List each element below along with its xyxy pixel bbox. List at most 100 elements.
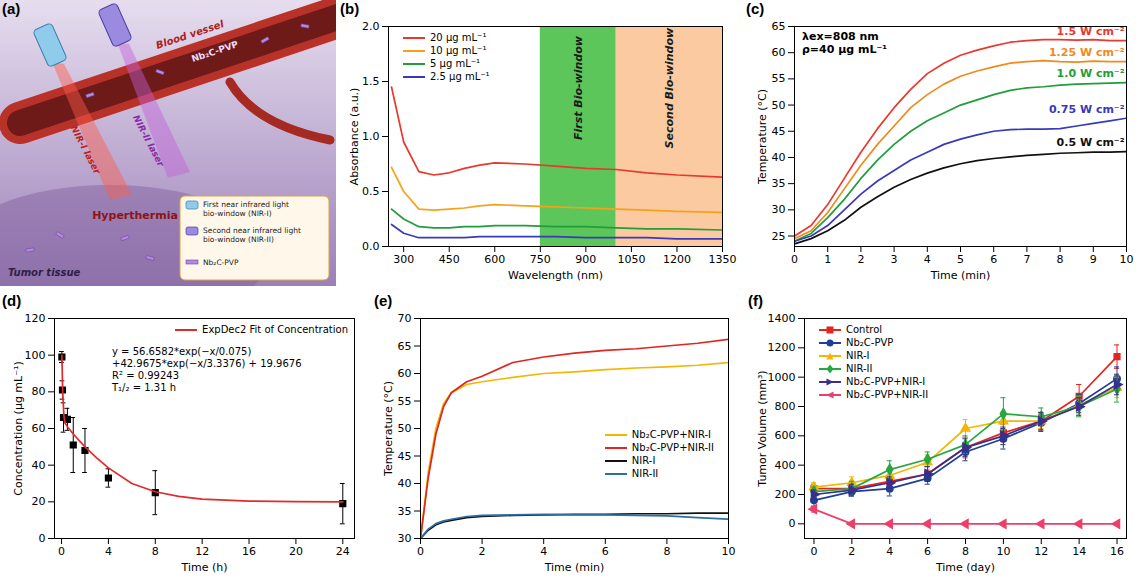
svg-text:9: 9 (1090, 253, 1097, 266)
svg-text:0.5: 0.5 (362, 185, 380, 198)
svg-text:50: 50 (398, 422, 412, 435)
svg-text:5: 5 (957, 253, 964, 266)
svg-text:35: 35 (772, 177, 786, 190)
svg-text:40: 40 (772, 151, 786, 164)
svg-text:80: 80 (32, 385, 46, 398)
svg-text:40: 40 (398, 477, 412, 490)
svg-text:Time (day): Time (day) (935, 561, 995, 574)
svg-text:14: 14 (1072, 545, 1086, 558)
svg-text:Nb₂C-PVP: Nb₂C-PVP (203, 258, 239, 267)
svg-text:600: 600 (484, 253, 505, 266)
svg-text:45: 45 (398, 450, 412, 463)
svg-text:30: 30 (772, 203, 786, 216)
svg-text:Wavelength (nm): Wavelength (nm) (508, 269, 603, 282)
svg-text:2: 2 (857, 253, 864, 266)
svg-text:55: 55 (398, 395, 412, 408)
svg-text:Temperature (°C): Temperature (°C) (756, 89, 769, 185)
svg-text:16: 16 (1110, 545, 1124, 558)
svg-text:6: 6 (602, 545, 609, 558)
svg-text:8: 8 (1057, 253, 1064, 266)
svg-text:Second Bio-window: Second Bio-window (663, 27, 676, 148)
svg-text:NIR-II laser: NIR-II laser (131, 113, 166, 168)
svg-text:70: 70 (398, 312, 412, 325)
svg-text:0: 0 (58, 545, 65, 558)
svg-text:300: 300 (393, 253, 414, 266)
svg-text:8: 8 (663, 545, 670, 558)
svg-text:1.5: 1.5 (362, 75, 380, 88)
svg-text:55: 55 (772, 72, 786, 85)
svg-text:4: 4 (540, 545, 547, 558)
svg-text:1.25 W cm⁻²: 1.25 W cm⁻² (1049, 46, 1125, 59)
svg-text:6: 6 (990, 253, 997, 266)
svg-text:1.5 W cm⁻²: 1.5 W cm⁻² (1057, 25, 1125, 38)
svg-text:20: 20 (289, 545, 303, 558)
svg-text:2.0: 2.0 (362, 20, 380, 33)
svg-text:1350: 1350 (709, 253, 737, 266)
svg-text:1200: 1200 (768, 341, 796, 354)
svg-text:0: 0 (39, 532, 46, 545)
svg-text:Time (min): Time (min) (544, 561, 605, 574)
svg-text:0.0: 0.0 (362, 240, 380, 253)
svg-text:bio-window (NIR-II): bio-window (NIR-II) (203, 235, 274, 244)
svg-text:NIR-I laser: NIR-I laser (69, 124, 103, 176)
svg-text:First near infrared light: First near infrared light (203, 200, 289, 209)
svg-text:Nb₂C-PVP: Nb₂C-PVP (190, 39, 240, 64)
svg-text:40: 40 (32, 459, 46, 472)
svg-text:120: 120 (25, 312, 46, 325)
svg-text:Tumor Volume (mm³): Tumor Volume (mm³) (756, 370, 769, 487)
svg-text:4: 4 (924, 253, 931, 266)
svg-text:1050: 1050 (617, 253, 645, 266)
svg-text:Temperature (°C): Temperature (°C) (382, 381, 395, 477)
svg-text:12: 12 (195, 545, 209, 558)
svg-text:2: 2 (848, 545, 855, 558)
svg-text:Absorbance (a.u.): Absorbance (a.u.) (348, 88, 361, 186)
svg-text:65: 65 (398, 340, 412, 353)
svg-text:30: 30 (398, 532, 412, 545)
svg-text:24: 24 (336, 545, 350, 558)
svg-text:6: 6 (924, 545, 931, 558)
svg-text:8: 8 (152, 545, 159, 558)
svg-text:0.75 W cm⁻²: 0.75 W cm⁻² (1049, 103, 1125, 116)
svg-text:0: 0 (791, 253, 798, 266)
svg-text:Tumor tissue: Tumor tissue (8, 267, 81, 278)
svg-text:0: 0 (789, 517, 796, 530)
svg-text:Hyperthermia: Hyperthermia (92, 209, 178, 222)
svg-text:400: 400 (775, 459, 796, 472)
svg-text:16: 16 (242, 545, 256, 558)
svg-text:10: 10 (1120, 253, 1134, 266)
svg-text:100: 100 (25, 349, 46, 362)
svg-text:1.0: 1.0 (362, 130, 380, 143)
svg-text:bio-window (NIR-I): bio-window (NIR-I) (203, 209, 272, 218)
svg-text:65: 65 (772, 20, 786, 33)
svg-text:35: 35 (398, 505, 412, 518)
svg-text:20: 20 (32, 495, 46, 508)
svg-text:12: 12 (1034, 545, 1048, 558)
svg-text:Time (min): Time (min) (930, 269, 991, 282)
svg-text:1200: 1200 (663, 253, 691, 266)
svg-text:600: 600 (775, 429, 796, 442)
svg-text:7: 7 (1023, 253, 1030, 266)
svg-text:25: 25 (772, 230, 786, 243)
svg-text:3: 3 (891, 253, 898, 266)
svg-text:Second near infrared light: Second near infrared light (203, 226, 301, 235)
svg-text:450: 450 (439, 253, 460, 266)
svg-text:0: 0 (810, 545, 817, 558)
svg-text:4: 4 (105, 545, 112, 558)
svg-text:4: 4 (886, 545, 893, 558)
svg-text:60: 60 (772, 46, 786, 59)
svg-text:45: 45 (772, 125, 786, 138)
svg-text:2: 2 (479, 545, 486, 558)
svg-text:50: 50 (772, 99, 786, 112)
svg-text:1.0 W cm⁻²: 1.0 W cm⁻² (1057, 67, 1125, 80)
svg-text:0.5 W cm⁻²: 0.5 W cm⁻² (1057, 136, 1125, 149)
svg-text:200: 200 (775, 488, 796, 501)
svg-text:0: 0 (417, 545, 424, 558)
svg-text:60: 60 (32, 422, 46, 435)
svg-text:Time (h): Time (h) (181, 561, 228, 574)
svg-text:900: 900 (575, 253, 596, 266)
svg-text:750: 750 (530, 253, 551, 266)
svg-text:10: 10 (996, 545, 1010, 558)
svg-text:1: 1 (824, 253, 831, 266)
svg-text:1400: 1400 (768, 312, 796, 325)
svg-text:8: 8 (962, 545, 969, 558)
